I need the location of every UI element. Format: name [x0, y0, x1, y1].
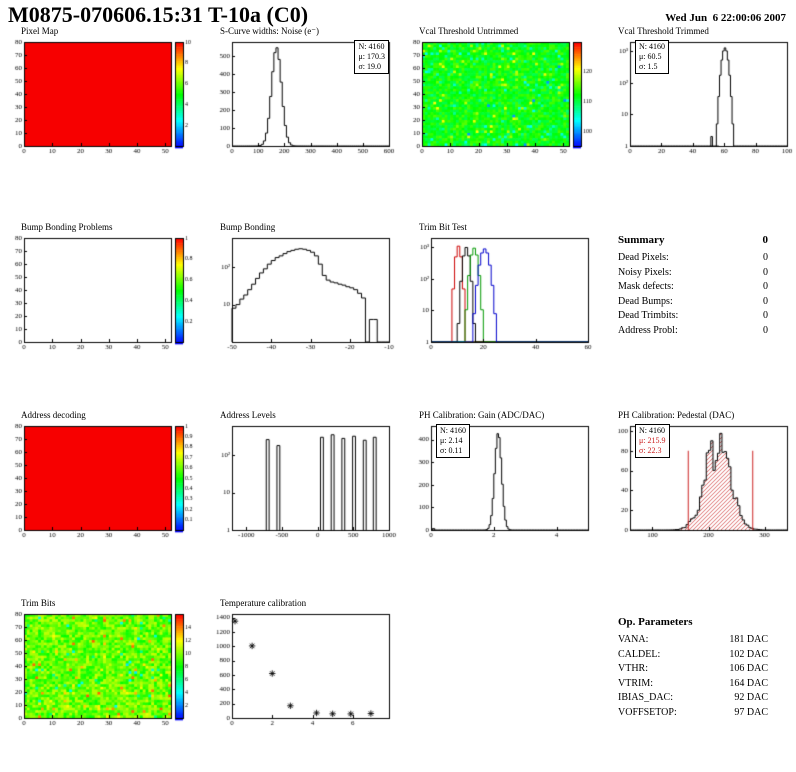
stats-line: N: 4160: [358, 42, 385, 51]
page-title: M0875-070606.15:31 T-10a (C0): [8, 2, 309, 27]
row-value: 102 DAC: [729, 648, 768, 660]
row-value: 0: [763, 310, 768, 321]
op-parameter-row: VOFFSETOP: 97 DAC: [618, 706, 768, 721]
panel-vcal-untrimmed: Vcal Threshold Untrimmed: [406, 26, 598, 160]
row-value: 106 DAC: [729, 663, 768, 674]
temperature-scatter: [207, 610, 397, 730]
stats-line: N: 4160: [440, 426, 466, 435]
panel-title: Address decoding: [21, 410, 86, 420]
row-label: VTRIM:: [618, 677, 653, 689]
row-label: VTHR:: [618, 663, 648, 674]
stats-line: μ: 60.5: [639, 52, 662, 61]
row-label: CALDEL:: [618, 648, 661, 660]
row-label: Dead Trimbits:: [618, 310, 679, 321]
timestamp: Wed Jun 6 22:00:06 2007: [665, 12, 786, 24]
stats-box: N: 4160 μ: 2.14 σ: 0.11: [436, 424, 470, 458]
summary-row: Dead Bumps: 0: [618, 295, 768, 310]
bump-problems-heatmap: [8, 234, 198, 354]
summary-row: Noisy Pixels: 0: [618, 266, 768, 281]
panel-title: Trim Bit Test: [419, 222, 467, 232]
summary-block: Summary 0 Dead Pixels: 0 Noisy Pixels: 0…: [618, 234, 768, 338]
summary-row: Dead Trimbits: 0: [618, 309, 768, 324]
stats-line: μ: 170.3: [358, 52, 385, 61]
op-parameters-title: Op. Parameters: [618, 616, 693, 628]
ph-gain-histogram: [406, 422, 596, 542]
summary-title: Summary: [618, 234, 665, 246]
stats-line: σ: 22.3: [639, 446, 662, 455]
panel-temperature: Temperature calibration: [207, 598, 399, 732]
stats-box: N: 4160 μ: 60.5 σ: 1.5: [635, 40, 669, 74]
stats-line: μ: 2.14: [440, 436, 463, 445]
panel-address-levels: Address Levels: [207, 410, 399, 544]
row-label: Address Probl:: [618, 324, 678, 336]
op-parameter-row: CALDEL: 102 DAC: [618, 648, 768, 663]
row-value: 0: [763, 281, 768, 292]
trim-bits-heatmap: [8, 610, 198, 730]
panel-ph-pedestal: PH Calibration: Pedestal (DAC) N: 4160 μ…: [605, 410, 796, 544]
panel-vcal-trimmed: Vcal Threshold Trimmed N: 4160 μ: 60.5 σ…: [605, 26, 796, 160]
stats-line: σ: 19.0: [358, 62, 382, 71]
panel-title: PH Calibration: Gain (ADC/DAC): [419, 410, 545, 420]
stats-line: N: 4160: [639, 426, 665, 435]
panel-title: Vcal Threshold Trimmed: [618, 26, 709, 36]
row-value: 92 DAC: [734, 692, 768, 703]
row-label: Mask defects:: [618, 281, 674, 292]
op-parameter-row: VTRIM: 164 DAC: [618, 677, 768, 692]
panel-title: Trim Bits: [21, 598, 56, 608]
row-label: Noisy Pixels:: [618, 266, 672, 278]
row-label: VANA:: [618, 634, 649, 645]
panel-title: PH Calibration: Pedestal (DAC): [618, 410, 735, 420]
row-value: 0: [763, 252, 768, 263]
ph-pedestal-histogram: [605, 422, 795, 542]
panel-bump-problems: Bump Bonding Problems: [8, 222, 200, 356]
panel-pixel-map: Pixel Map: [8, 26, 200, 160]
panel-title: S-Curve widths: Noise (e⁻): [220, 26, 319, 36]
address-decoding-heatmap: [8, 422, 198, 542]
panel-title: Vcal Threshold Untrimmed: [419, 26, 519, 36]
bump-bonding-histogram: [207, 234, 397, 354]
row-label: Dead Pixels:: [618, 252, 669, 263]
row-value: 0: [763, 266, 768, 278]
panel-address-decoding: Address decoding: [8, 410, 200, 544]
stats-line: μ: 215.9: [639, 436, 666, 445]
vcal-untrimmed-heatmap: [406, 38, 596, 158]
row-value: 181 DAC: [729, 634, 768, 645]
summary-total: 0: [762, 234, 769, 246]
row-value: 97 DAC: [734, 706, 768, 718]
summary-row: Mask defects: 0: [618, 280, 768, 295]
row-label: IBIAS_DAC:: [618, 692, 674, 703]
row-label: Dead Bumps:: [618, 295, 673, 307]
summary-row: Dead Pixels: 0: [618, 251, 768, 266]
stats-line: σ: 1.5: [639, 62, 658, 71]
op-parameter-row: VANA: 181 DAC: [618, 633, 768, 648]
row-label: VOFFSETOP:: [618, 706, 677, 718]
op-parameter-row: VTHR: 106 DAC: [618, 662, 768, 677]
panel-trim-bits: Trim Bits: [8, 598, 200, 732]
panel-ph-gain: PH Calibration: Gain (ADC/DAC) N: 4160 μ…: [406, 410, 598, 544]
panel-title: Bump Bonding Problems: [21, 222, 113, 232]
panel-scurve-noise: S-Curve widths: Noise (e⁻) N: 4160 μ: 17…: [207, 26, 399, 160]
panel-trim-bit-test: Trim Bit Test: [406, 222, 598, 356]
stats-line: N: 4160: [639, 42, 665, 51]
panel-bump-bonding: Bump Bonding: [207, 222, 399, 356]
row-value: 0: [763, 324, 768, 336]
trim-bit-test-histogram: [406, 234, 596, 354]
address-levels-histogram: [207, 422, 397, 542]
stats-line: σ: 0.11: [440, 446, 463, 455]
panel-title: Temperature calibration: [220, 598, 307, 608]
panel-title: Address Levels: [220, 410, 276, 420]
panel-title: Bump Bonding: [220, 222, 276, 232]
pixel-map-heatmap: [8, 38, 198, 158]
panel-title: Pixel Map: [21, 26, 59, 36]
row-value: 164 DAC: [729, 677, 768, 689]
vcal-trimmed-histogram: [605, 38, 795, 158]
summary-row: Address Probl: 0: [618, 324, 768, 339]
stats-box: N: 4160 μ: 215.9 σ: 22.3: [635, 424, 670, 458]
op-parameter-row: IBIAS_DAC: 92 DAC: [618, 691, 768, 706]
row-value: 0: [763, 295, 768, 307]
op-parameters-block: Op. Parameters VANA: 181 DAC CALDEL: 102…: [618, 616, 768, 720]
stats-box: N: 4160 μ: 170.3 σ: 19.0: [354, 40, 389, 74]
